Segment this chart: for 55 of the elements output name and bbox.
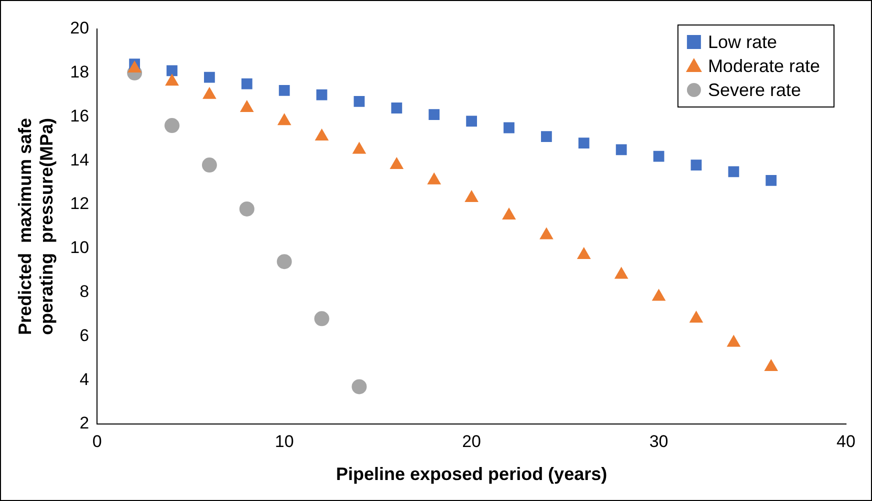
point — [652, 289, 666, 301]
point — [653, 150, 664, 162]
y-tick-label: 18 — [70, 62, 90, 82]
point — [728, 166, 740, 178]
y-tick-label: 10 — [70, 238, 90, 258]
point — [352, 142, 366, 154]
point — [502, 208, 516, 220]
point — [204, 72, 215, 83]
point — [166, 65, 178, 76]
point — [354, 96, 365, 107]
legend-label: Moderate rate — [708, 56, 820, 76]
point — [428, 109, 440, 120]
point — [690, 311, 703, 323]
point — [316, 89, 328, 100]
point — [278, 84, 290, 96]
point — [540, 228, 554, 240]
point — [764, 359, 778, 371]
point — [241, 78, 252, 90]
point — [428, 172, 441, 184]
y-tick-label: 12 — [70, 194, 90, 214]
y-tick-label: 20 — [70, 18, 90, 38]
x-tick-label: 40 — [836, 432, 856, 451]
x-tick-label: 10 — [274, 432, 294, 451]
point — [164, 118, 180, 134]
point — [390, 158, 404, 170]
point — [391, 102, 402, 114]
point — [315, 129, 328, 141]
x-axis-title: Pipeline exposed period (years) — [336, 464, 608, 484]
x-tick-label: 20 — [462, 432, 482, 451]
y-axis-title: Predicted maximum safe operating pressure(MPa) — [14, 118, 56, 336]
y-tick-label: 6 — [80, 326, 90, 345]
legend-label: Low rate — [708, 32, 777, 52]
legend-label: Severe rate — [708, 80, 801, 100]
point — [464, 190, 478, 202]
y-tick-label: 16 — [70, 106, 90, 126]
x-tick-label: 0 — [92, 432, 102, 451]
y-tick-label: 4 — [80, 370, 90, 389]
point — [202, 158, 217, 173]
point — [276, 254, 292, 270]
y-tick-label: 14 — [70, 150, 90, 170]
point — [614, 267, 628, 279]
point — [239, 201, 254, 216]
point — [278, 114, 291, 126]
point — [466, 116, 478, 127]
point — [727, 335, 740, 347]
point — [578, 138, 590, 149]
point — [540, 131, 552, 142]
y-tick-label: 2 — [80, 414, 90, 433]
point — [577, 248, 590, 260]
y-tick-label: 8 — [80, 282, 90, 302]
x-tick-label: 30 — [649, 432, 668, 451]
point — [504, 122, 514, 134]
point — [690, 160, 702, 171]
point — [766, 174, 777, 186]
point — [616, 144, 627, 156]
